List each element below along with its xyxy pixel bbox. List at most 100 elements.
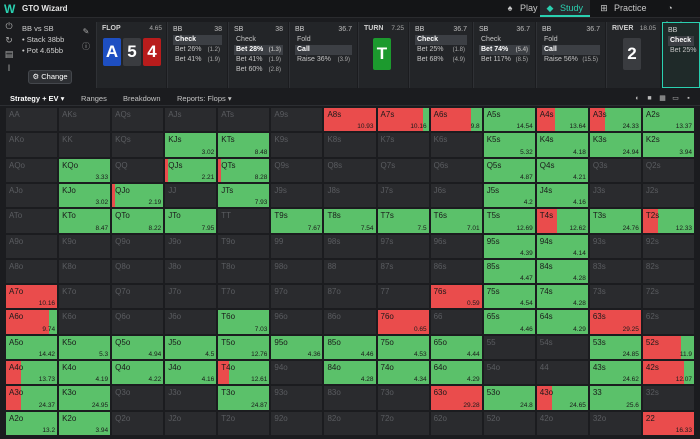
compact-view-icon[interactable]: ▪ <box>687 95 690 102</box>
hand-cell[interactable]: A7o 10.16 <box>5 284 59 310</box>
text-cursor-icon[interactable]: Ι <box>7 63 11 73</box>
hand-cell[interactable]: A5o 14.42 <box>5 334 59 361</box>
hand-cell[interactable]: K8s <box>323 132 377 158</box>
hand-cell[interactable]: K3s 24.94 <box>588 132 642 158</box>
hand-cell[interactable]: 62s <box>641 309 695 335</box>
hand-cell[interactable]: A6o 9.74 <box>5 309 59 335</box>
tab-ranges[interactable]: Ranges <box>81 94 107 103</box>
hand-cell[interactable]: Q9s <box>270 157 324 183</box>
hand-cell[interactable]: K2o 3.94 <box>58 410 112 436</box>
hand-cell[interactable]: Q2s <box>641 157 695 183</box>
hand-cell[interactable]: K7s <box>376 132 430 158</box>
hand-cell[interactable]: J9s <box>270 182 324 209</box>
hand-cell[interactable]: K9s <box>270 132 324 158</box>
action-option[interactable]: Call <box>542 45 600 55</box>
hand-cell[interactable]: T3o 24.87 <box>217 385 271 411</box>
action-option[interactable]: Bet 60% (2.8) <box>234 65 283 75</box>
hand-cell[interactable]: 75o 4.53 <box>376 334 430 361</box>
hand-cell[interactable]: A9o <box>5 233 59 259</box>
hand-cell[interactable]: J7o <box>164 284 218 310</box>
hand-cell[interactable]: ATo <box>5 208 59 234</box>
hand-cell[interactable]: Q6o <box>111 309 165 335</box>
hand-cell[interactable]: 92o <box>270 410 324 436</box>
hand-cell[interactable]: 52s 11.9 <box>641 334 695 361</box>
hand-cell[interactable]: TT <box>217 208 271 234</box>
hand-cell[interactable]: 93o <box>270 385 324 411</box>
hand-cell[interactable]: 44 <box>535 360 589 386</box>
hand-cell[interactable]: KQo 3.33 <box>58 157 112 183</box>
hand-cell[interactable]: J2s <box>641 182 695 209</box>
hand-cell[interactable]: 74s 4.28 <box>535 284 589 310</box>
hand-cell[interactable]: AKs <box>58 107 112 133</box>
hand-cell[interactable]: KJo 3.02 <box>58 182 112 209</box>
hand-cell[interactable]: 96o <box>270 309 324 335</box>
hand-cell[interactable]: K9o <box>58 233 112 259</box>
hand-cell[interactable]: 93s <box>588 233 642 259</box>
hand-cell[interactable]: T8o <box>217 258 271 285</box>
action-option[interactable]: Check <box>415 35 467 45</box>
hand-cell[interactable]: AQo <box>5 157 59 183</box>
save-icon[interactable]: ▤ <box>4 49 14 59</box>
hand-cell[interactable]: JJ <box>164 182 218 209</box>
hand-cell[interactable]: 32s <box>641 385 695 411</box>
hand-cell[interactable]: KQs <box>111 132 165 158</box>
hand-cell[interactable]: J8s <box>323 182 377 209</box>
hand-cell[interactable]: 82o <box>323 410 377 436</box>
hand-cell[interactable]: Q2o <box>111 410 165 436</box>
hand-cell[interactable]: JTo 7.95 <box>164 208 218 234</box>
pencil-icon[interactable]: ✎ <box>82 27 90 36</box>
action-option[interactable]: Bet 117% (8.5) <box>479 55 530 65</box>
hand-cell[interactable]: A2s 13.37 <box>641 107 695 133</box>
hand-cell[interactable]: T3s 24.76 <box>588 208 642 234</box>
hand-cell[interactable]: J5o 4.5 <box>164 334 218 361</box>
hand-cell[interactable]: T8s 7.54 <box>323 208 377 234</box>
hand-cell[interactable]: QJo 2.19 <box>111 182 165 209</box>
hand-cell[interactable]: K7o <box>58 284 112 310</box>
hand-cell[interactable]: K3o 24.95 <box>58 385 112 411</box>
hand-cell[interactable]: 86s <box>429 258 483 285</box>
hand-cell[interactable]: Q8s <box>323 157 377 183</box>
hand-cell[interactable]: Q4s 4.21 <box>535 157 589 183</box>
hand-cell[interactable]: K4s 4.18 <box>535 132 589 158</box>
hand-cell[interactable]: T2s 12.33 <box>641 208 695 234</box>
hand-cell[interactable]: 72o <box>376 410 430 436</box>
hand-cell[interactable]: A5s 14.54 <box>482 107 536 133</box>
hand-cell[interactable]: 54o <box>482 360 536 386</box>
action-option[interactable]: Bet 74% (5.4) <box>479 45 530 55</box>
action-option[interactable]: Call <box>295 45 352 55</box>
hand-cell[interactable]: J3o <box>164 385 218 411</box>
hand-cell[interactable]: 42o <box>535 410 589 436</box>
hand-cell[interactable]: Q3o <box>111 385 165 411</box>
hand-cell[interactable]: QTs 8.28 <box>217 157 271 183</box>
hand-cell[interactable]: 63o 29.28 <box>429 385 483 411</box>
hand-cell[interactable]: 75s 4.54 <box>482 284 536 310</box>
hand-cell[interactable]: 32o <box>588 410 642 436</box>
hand-cell[interactable]: 55 <box>482 334 536 361</box>
hand-cell[interactable]: A8s 10.93 <box>323 107 377 133</box>
hand-cell[interactable]: 66 <box>429 309 483 335</box>
hand-cell[interactable]: T6o 7.03 <box>217 309 271 335</box>
hand-cell[interactable]: 94o <box>270 360 324 386</box>
hand-cell[interactable]: KJs 3.02 <box>164 132 218 158</box>
hand-cell[interactable]: T2o <box>217 410 271 436</box>
hand-cell[interactable]: K8o <box>58 258 112 285</box>
hand-cell[interactable]: 88 <box>323 258 377 285</box>
hand-cell[interactable]: 76s 0.59 <box>429 284 483 310</box>
hand-cell[interactable]: 82s <box>641 258 695 285</box>
hand-cell[interactable]: Q7s <box>376 157 430 183</box>
hand-cell[interactable]: 54s <box>535 334 589 361</box>
action-option[interactable]: Bet 26% (1.2) <box>173 45 222 55</box>
hand-cell[interactable]: A2o 13.2 <box>5 410 59 436</box>
action-option[interactable]: Fold <box>295 35 352 45</box>
action-option[interactable]: Bet 41% (1.9) <box>173 55 222 65</box>
river-street[interactable]: RIVER 18.05 2 <box>606 22 660 88</box>
hand-cell[interactable]: K6s <box>429 132 483 158</box>
nav-play[interactable]: ♠ Play <box>500 0 540 17</box>
action-option[interactable]: Raise 56% (15.5) <box>542 55 600 65</box>
hand-cell[interactable]: 73s <box>588 284 642 310</box>
hand-cell[interactable]: 73o <box>376 385 430 411</box>
hand-cell[interactable]: Q8o <box>111 258 165 285</box>
hand-cell[interactable]: T7s 7.5 <box>376 208 430 234</box>
hand-cell[interactable]: T5s 12.69 <box>482 208 536 234</box>
